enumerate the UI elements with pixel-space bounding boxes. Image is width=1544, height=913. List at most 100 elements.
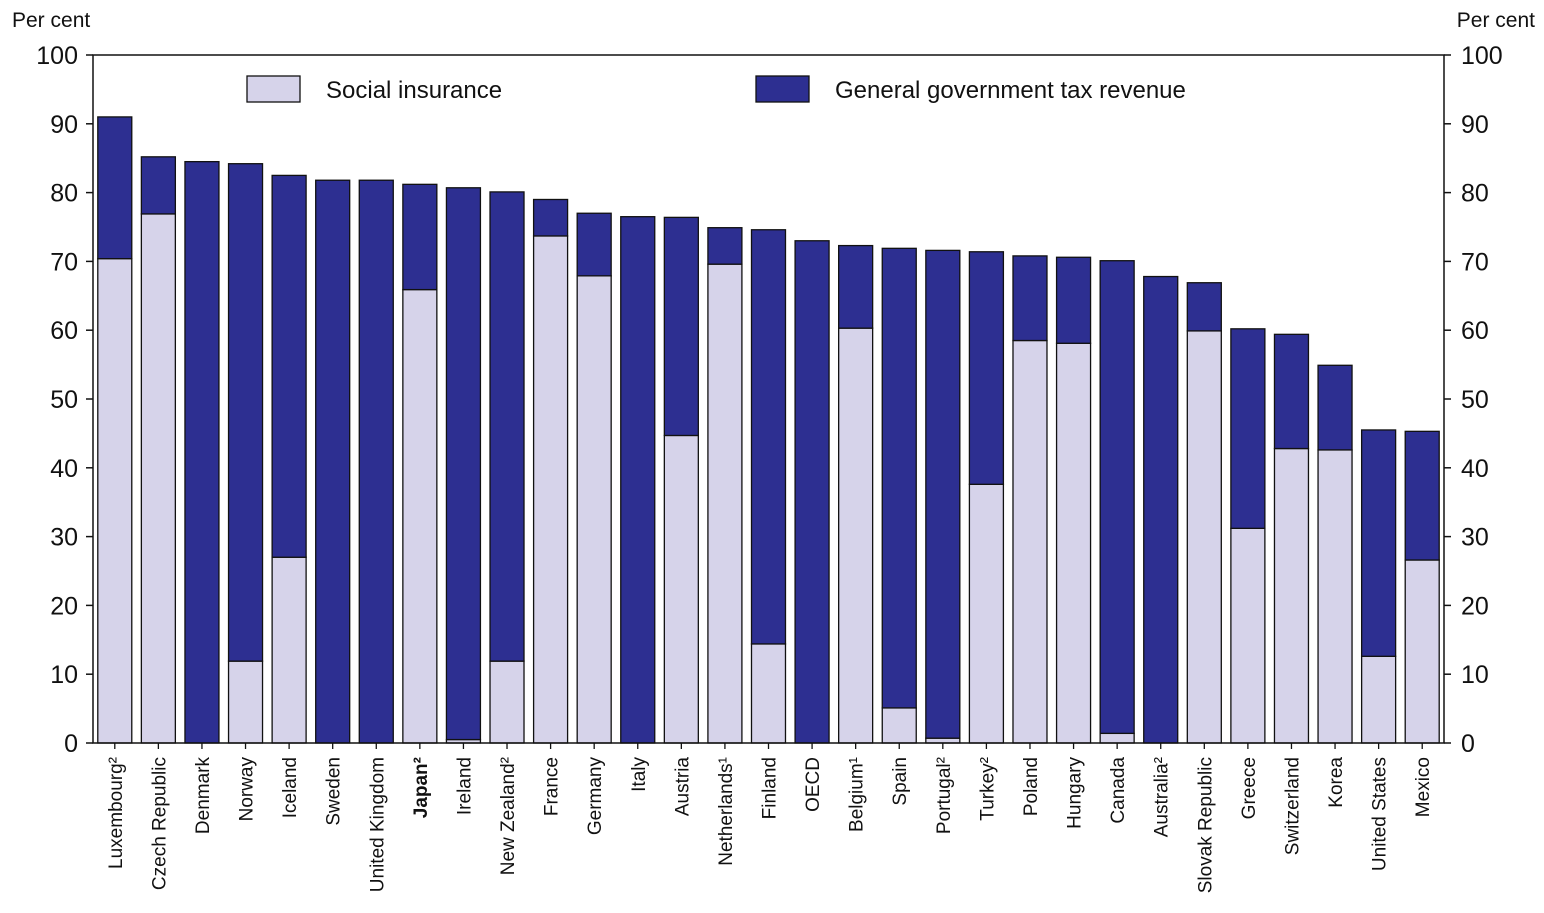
bar-portugal-general-government-tax-revenue	[925, 249, 961, 739]
bar-france-general-government-tax-revenue	[532, 198, 569, 237]
right-tick-label-50: 50	[1461, 386, 1489, 414]
x-label-australia: Australia²	[1152, 757, 1173, 837]
legend-label-social-insurance: Social insurance	[326, 77, 502, 104]
bar-iceland-social-insurance	[271, 556, 307, 744]
bar-germany-general-government-tax-revenue	[576, 212, 612, 277]
bar-turkey-social-insurance	[968, 483, 1005, 744]
right-tick-label-10: 10	[1461, 661, 1489, 689]
bar-new-zealand-general-government-tax-revenue	[489, 191, 525, 662]
x-label-iceland: Iceland	[280, 757, 301, 818]
left-axis-unit: Per cent	[12, 9, 90, 32]
x-label-switzerland: Switzerland	[1282, 757, 1303, 855]
x-label-germany: Germany	[585, 757, 606, 836]
bar-united-kingdom-general-government-tax-revenue	[358, 179, 394, 744]
bar-slovak-republic-general-government-tax-revenue	[1186, 282, 1222, 332]
legend-swatch-tax-revenue	[755, 75, 810, 103]
left-tick-label-40: 40	[50, 455, 78, 483]
x-label-greece: Greece	[1239, 757, 1260, 819]
right-tick-label-70: 70	[1461, 248, 1489, 276]
bar-greece-general-government-tax-revenue	[1230, 328, 1266, 529]
left-axis-ticks: 0 10 20 30 40 50 60 70 80 90 100	[36, 42, 93, 758]
bar-netherlands-social-insurance	[707, 263, 743, 744]
bar-belgium-general-government-tax-revenue	[838, 244, 874, 329]
x-label-united-states: United States	[1370, 757, 1391, 871]
bar-japan-social-insurance	[402, 288, 438, 744]
right-tick-label-40: 40	[1461, 455, 1489, 483]
bar-finland-social-insurance	[750, 643, 787, 744]
left-tick-label-60: 60	[50, 317, 78, 345]
bar-switzerland-general-government-tax-revenue	[1273, 333, 1310, 450]
bar-netherlands-general-government-tax-revenue	[707, 227, 743, 265]
legend: Social insurance General government tax …	[246, 75, 1186, 104]
x-label-spain: Spain	[890, 757, 911, 806]
left-tick-label-10: 10	[50, 661, 78, 689]
left-tick-label-20: 20	[50, 592, 78, 620]
x-label-korea: Korea	[1326, 757, 1347, 808]
bar-poland-social-insurance	[1012, 339, 1048, 744]
bar-germany-social-insurance	[576, 275, 612, 744]
bar-italy-general-government-tax-revenue	[620, 216, 656, 744]
x-label-united-kingdom: United Kingdom	[367, 757, 388, 892]
left-tick-label-50: 50	[50, 386, 78, 414]
x-label-hungary: Hungary	[1065, 757, 1086, 829]
right-axis-unit: Per cent	[1457, 9, 1535, 32]
right-tick-label-80: 80	[1461, 180, 1489, 208]
bar-luxembourg-general-government-tax-revenue	[97, 116, 133, 260]
right-tick-label-20: 20	[1461, 592, 1489, 620]
bar-czech-republic-general-government-tax-revenue	[140, 156, 177, 215]
x-label-canada: Canada	[1108, 757, 1129, 824]
bar-australia-general-government-tax-revenue	[1143, 275, 1179, 744]
left-tick-label-100: 100	[36, 42, 78, 70]
legend-label-tax-revenue: General government tax revenue	[835, 77, 1186, 104]
bar-canada-general-government-tax-revenue	[1099, 260, 1135, 735]
bar-spain-general-government-tax-revenue	[881, 247, 917, 709]
x-label-denmark: Denmark	[193, 757, 214, 835]
bars-group	[97, 116, 1440, 744]
bar-canada-social-insurance	[1099, 732, 1135, 744]
x-label-belgium: Belgium¹	[847, 757, 868, 832]
bar-greece-social-insurance	[1230, 527, 1266, 744]
right-axis-ticks: 0 10 20 30 40 50 60 70 80 90 100	[1444, 42, 1503, 758]
right-tick-label-30: 30	[1461, 524, 1489, 552]
right-tick-label-100: 100	[1461, 42, 1503, 70]
bar-norway-general-government-tax-revenue	[227, 163, 264, 662]
bar-switzerland-social-insurance	[1273, 447, 1310, 744]
x-label-france: France	[542, 757, 563, 816]
left-tick-label-30: 30	[50, 524, 78, 552]
x-label-luxembourg: Luxembourg²	[106, 757, 127, 869]
left-tick-label-0: 0	[64, 730, 78, 758]
bar-spain-social-insurance	[881, 707, 917, 744]
bar-slovak-republic-social-insurance	[1186, 330, 1222, 744]
x-label-mexico: Mexico	[1413, 757, 1434, 817]
x-label-finland: Finland	[760, 757, 781, 819]
bar-united-states-general-government-tax-revenue	[1360, 429, 1397, 657]
bar-austria-social-insurance	[663, 434, 699, 744]
x-label-oecd: OECD	[803, 757, 824, 812]
x-label-new-zealand: New Zealand²	[498, 757, 519, 875]
bar-hungary-social-insurance	[1055, 342, 1092, 744]
bar-sweden-general-government-tax-revenue	[315, 179, 351, 744]
category-labels: Luxembourg² Czech Republic Denmark Norway Ic…	[106, 743, 1434, 893]
x-label-netherlands: Netherlands¹	[716, 757, 737, 866]
bar-austria-general-government-tax-revenue	[663, 216, 699, 437]
left-tick-label-70: 70	[50, 248, 78, 276]
x-label-slovak-republic: Slovak Republic	[1195, 757, 1216, 893]
bar-france-social-insurance	[532, 235, 569, 744]
bar-turkey-general-government-tax-revenue	[968, 251, 1005, 485]
bar-hungary-general-government-tax-revenue	[1055, 256, 1092, 344]
bar-korea-general-government-tax-revenue	[1317, 364, 1353, 451]
bar-mexico-general-government-tax-revenue	[1404, 430, 1440, 561]
bar-belgium-social-insurance	[838, 327, 874, 744]
legend-swatch-social-insurance	[246, 75, 301, 103]
bar-mexico-social-insurance	[1404, 559, 1440, 744]
bar-japan-general-government-tax-revenue	[402, 183, 438, 291]
x-label-austria: Austria	[672, 757, 693, 817]
x-label-ireland: Ireland	[454, 757, 475, 815]
bar-korea-social-insurance	[1317, 449, 1353, 744]
bar-iceland-general-government-tax-revenue	[271, 174, 307, 558]
x-label-japan: Japan²	[411, 757, 432, 818]
bar-poland-general-government-tax-revenue	[1012, 255, 1048, 342]
right-tick-label-0: 0	[1461, 730, 1475, 758]
x-label-czech-republic: Czech Republic	[149, 757, 170, 890]
